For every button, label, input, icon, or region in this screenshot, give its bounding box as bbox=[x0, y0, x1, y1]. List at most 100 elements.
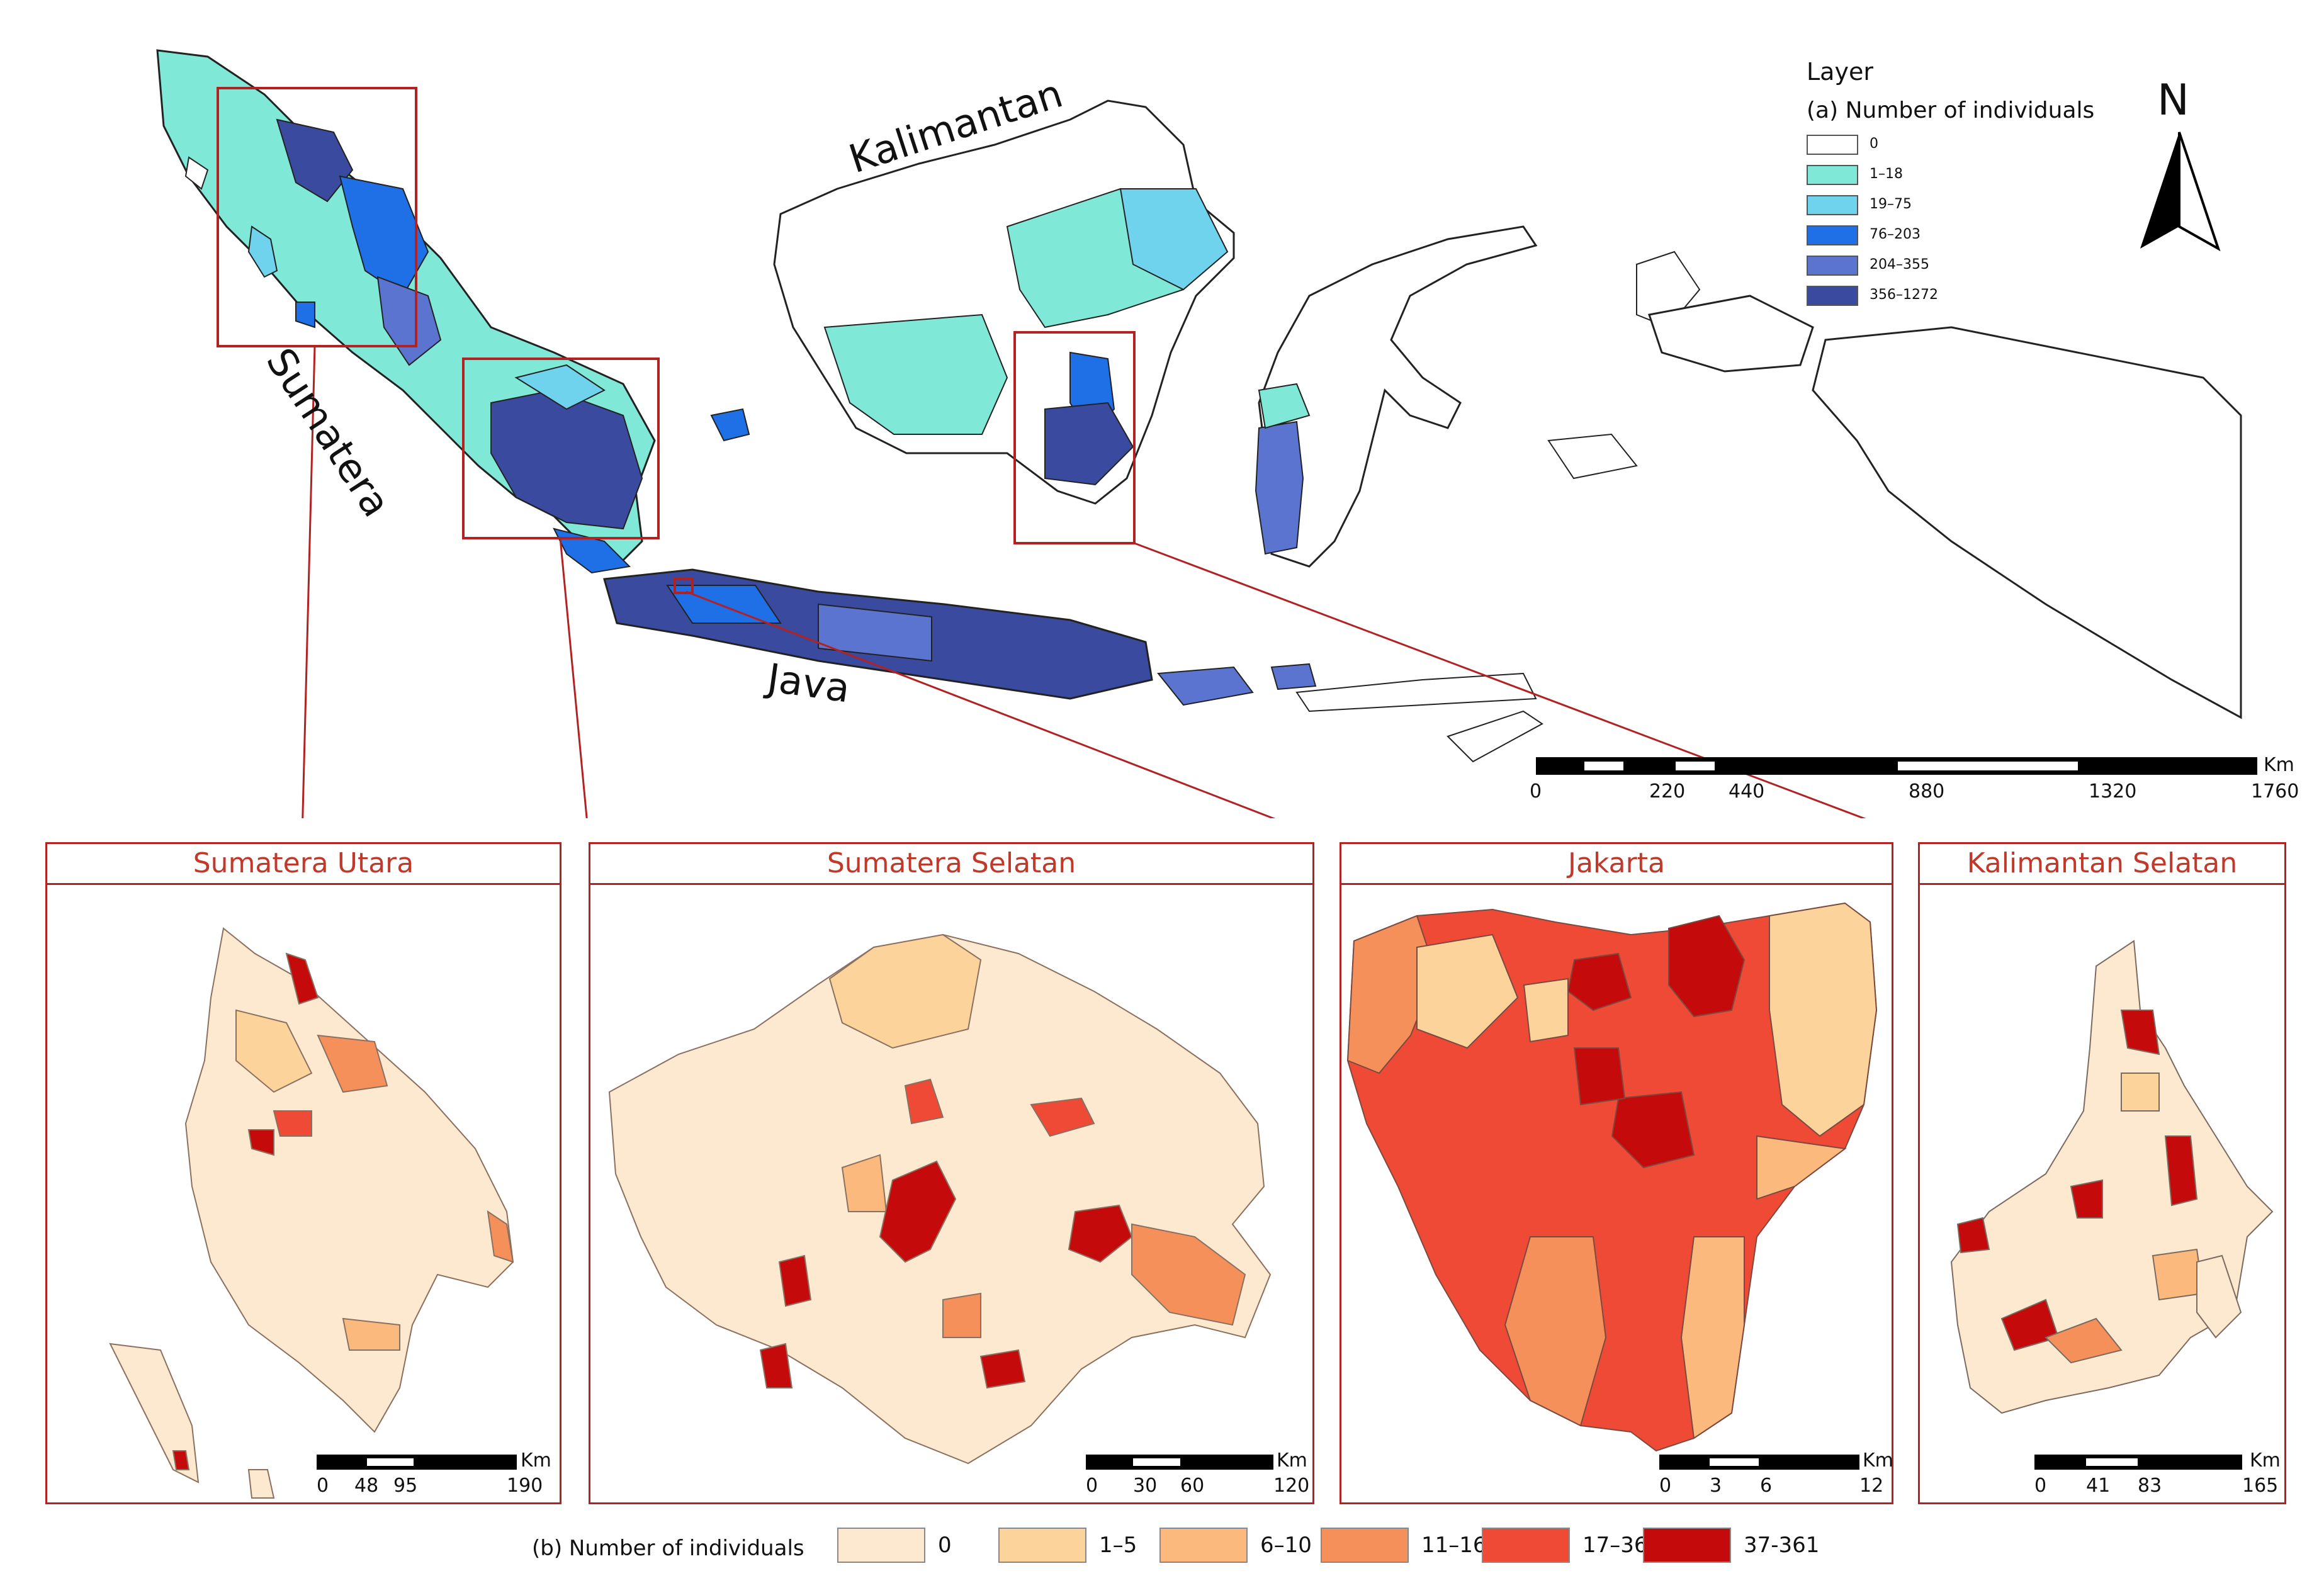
region-dark-west bbox=[778, 1254, 812, 1307]
legend-b-item-label: 1–5 bbox=[1099, 1533, 1137, 1558]
scalebar-tick: 0 bbox=[317, 1475, 329, 1497]
region-dark-mid bbox=[2070, 1179, 2103, 1219]
region-red-2 bbox=[904, 1078, 944, 1125]
scalebar-tick: 6 bbox=[1760, 1475, 1773, 1497]
panel-jakarta: Jakarta Km 0 3 6 12 bbox=[1340, 842, 1893, 1504]
scalebar-tick: 120 bbox=[1273, 1475, 1310, 1497]
region-light bbox=[2121, 1073, 2160, 1112]
legend-a-swatch bbox=[1807, 225, 1858, 245]
region-red-3 bbox=[247, 1129, 274, 1156]
scalebar-tick: 190 bbox=[507, 1475, 543, 1497]
region-dark-north bbox=[1668, 915, 1746, 1018]
scalebar-tick: 3 bbox=[1710, 1475, 1722, 1497]
scalebar-tick: 41 bbox=[2086, 1475, 2111, 1497]
region-dark-east bbox=[2164, 1135, 2198, 1207]
legend-a-item: 1–18 bbox=[1807, 162, 2033, 188]
legend-a-item: 356–1272 bbox=[1807, 283, 2033, 308]
scalebar-ticks: 0 48 95 190 bbox=[299, 1475, 551, 1500]
main-scalebar-tick: 1320 bbox=[2089, 780, 2137, 802]
panel-sumatera-utara: Sumatera Utara Km 0 48 95 190 bbox=[45, 842, 561, 1504]
sulawesi-south-dark bbox=[1255, 420, 1304, 555]
main-scalebar-tick: 0 bbox=[1530, 780, 1542, 802]
region-red-1 bbox=[285, 952, 319, 1005]
region-south-orange bbox=[1504, 1236, 1607, 1427]
leader-line-jakarta bbox=[685, 590, 1276, 818]
kalimantan-light-north bbox=[1119, 188, 1229, 291]
nias-island bbox=[247, 225, 278, 278]
legend-b-item-label: 11–16 bbox=[1421, 1533, 1487, 1558]
panel-kalimantan-selatan: Kalimantan Selatan Km 0 41 83 165 bbox=[1918, 842, 2286, 1504]
legend-a-item-label: 0 bbox=[1870, 136, 1878, 152]
sumatera-mid-blue bbox=[376, 276, 442, 366]
region-orange-3 bbox=[942, 1292, 981, 1338]
scalebar-tick: 60 bbox=[1180, 1475, 1205, 1497]
legend-b-swatch bbox=[998, 1528, 1086, 1563]
legend-a-item: 204–355 bbox=[1807, 253, 2033, 278]
papua-landmass bbox=[1812, 326, 2242, 719]
region-dark-north-west bbox=[1567, 952, 1632, 1011]
north-letter: N bbox=[2157, 76, 2189, 125]
scalebar-graphic bbox=[317, 1455, 517, 1470]
region-east-orange bbox=[487, 1210, 514, 1263]
legend-a-item-label: 19–75 bbox=[1870, 196, 1912, 212]
bangka-island bbox=[710, 408, 750, 442]
legend-b-swatch bbox=[837, 1528, 925, 1563]
region-dark-center bbox=[1611, 1091, 1695, 1169]
region-orange bbox=[317, 1034, 388, 1093]
timor-island bbox=[1447, 710, 1543, 763]
scalebar-unit: Km bbox=[1863, 1450, 1893, 1472]
scalebar-graphic bbox=[1086, 1455, 1273, 1470]
legend-a-title: Layer bbox=[1807, 58, 1873, 86]
zoom-box-kalimantan-selatan bbox=[1013, 331, 1136, 544]
sumatera-utara-map bbox=[109, 927, 514, 1499]
main-scalebar-tick: 440 bbox=[1729, 780, 1765, 802]
legend-a-subtitle: (a) Number of individuals bbox=[1807, 98, 2095, 123]
kalimantan-landmass bbox=[773, 99, 1235, 505]
legend-b-item-label: 37-361 bbox=[1744, 1533, 1820, 1558]
main-scalebar bbox=[1536, 757, 2257, 775]
laut-island bbox=[2196, 1254, 2242, 1339]
nias-red bbox=[172, 1450, 190, 1470]
panel-title: Kalimantan Selatan bbox=[1920, 844, 2284, 885]
north-arrow-icon bbox=[2140, 132, 2221, 252]
scalebar-tick: 95 bbox=[393, 1475, 418, 1497]
panel-title: Jakarta bbox=[1341, 844, 1892, 885]
main-scalebar-tick: 220 bbox=[1649, 780, 1686, 802]
legend-b-item-label: 0 bbox=[938, 1533, 952, 1558]
leader-line-kalimantan-selatan bbox=[1134, 542, 1866, 818]
scalebar-graphic bbox=[1659, 1455, 1859, 1470]
indonesia-overview-map bbox=[156, 49, 2257, 818]
scalebar-tick: 0 bbox=[2034, 1475, 2047, 1497]
region-east-light bbox=[1769, 902, 1878, 1137]
region-dark-mid bbox=[979, 1349, 1026, 1389]
region-south-light bbox=[1680, 1236, 1745, 1439]
sumatera-selatan-map bbox=[608, 933, 1272, 1465]
legend-a-item-label: 204–355 bbox=[1870, 257, 1929, 273]
kalimantan-selatan-map bbox=[1950, 940, 2274, 1414]
scalebar-tick: 30 bbox=[1133, 1475, 1158, 1497]
legend-b-item-label: 6–10 bbox=[1260, 1533, 1312, 1558]
legend-a-swatch bbox=[1807, 286, 1858, 306]
zoom-box-sumatera-utara bbox=[217, 87, 417, 347]
scalebar-ticks: 0 3 6 12 bbox=[1644, 1475, 1883, 1500]
region-dark-south bbox=[759, 1343, 793, 1388]
nias-island bbox=[109, 1343, 200, 1484]
region-south-orange bbox=[342, 1317, 400, 1351]
legend-b-label: (b) Number of individuals bbox=[532, 1536, 804, 1561]
sulawesi-south-light bbox=[1258, 383, 1311, 429]
region-orange bbox=[2045, 1317, 2123, 1364]
legend-b-item-label: 17–36 bbox=[1582, 1533, 1648, 1558]
legend-a-list: 0 1–18 19–75 76–203 204–355 356–1272 bbox=[1807, 132, 2033, 321]
zoom-box-jakarta bbox=[674, 578, 694, 594]
scalebar-ticks: 0 41 83 165 bbox=[2021, 1475, 2278, 1500]
region-southeast-orange bbox=[1756, 1135, 1847, 1200]
panel-title: Sumatera Selatan bbox=[590, 844, 1312, 885]
scalebar-unit: Km bbox=[2250, 1450, 2281, 1472]
scalebar-tick: 165 bbox=[2242, 1475, 2279, 1497]
region-red-2 bbox=[273, 1110, 312, 1137]
legend-a-item-label: 356–1272 bbox=[1870, 287, 1938, 303]
legend-a-item: 0 bbox=[1807, 132, 2033, 157]
main-scalebar-tick: 1760 bbox=[2251, 780, 2299, 802]
region-dark-east bbox=[1068, 1204, 1133, 1263]
